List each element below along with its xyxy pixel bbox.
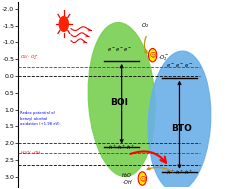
Text: $O_2$: $O_2$	[141, 21, 150, 30]
Text: $h^+$: $h^+$	[165, 168, 175, 177]
Text: $H_2O$: $H_2O$	[121, 171, 133, 180]
Text: $h^+$: $h^+$	[117, 143, 126, 152]
Text: $h^+$: $h^+$	[175, 168, 184, 177]
Text: $e^-$: $e^-$	[184, 63, 193, 70]
Text: ☺: ☺	[149, 53, 156, 59]
Text: ☺: ☺	[139, 176, 146, 182]
Ellipse shape	[148, 51, 211, 189]
Text: $O_2/\cdot O_2^-$: $O_2/\cdot O_2^-$	[20, 54, 39, 62]
Text: BOI: BOI	[111, 98, 128, 107]
Text: $e^-$: $e^-$	[115, 46, 124, 54]
Text: $\cdot OH$: $\cdot OH$	[122, 177, 133, 186]
Text: Redox potential of
benzyl alcohol
oxidation (+1.98 eV): Redox potential of benzyl alcohol oxidat…	[20, 111, 60, 126]
Text: $e^-$: $e^-$	[123, 46, 132, 54]
Circle shape	[148, 48, 157, 62]
Text: $e^-$: $e^-$	[107, 46, 116, 54]
Circle shape	[59, 16, 68, 31]
Text: $e^-$: $e^-$	[166, 63, 175, 70]
Circle shape	[138, 172, 146, 185]
Text: $h^+$: $h^+$	[126, 143, 136, 152]
Text: $h^+$: $h^+$	[108, 143, 117, 152]
Text: $e^-$: $e^-$	[175, 63, 184, 70]
Text: $\cdot O_2^-$: $\cdot O_2^-$	[158, 54, 169, 63]
Ellipse shape	[88, 23, 155, 177]
Text: $h^+$: $h^+$	[184, 168, 193, 177]
Text: BTO: BTO	[171, 124, 192, 133]
Text: $H_2O/\cdot OH$: $H_2O/\cdot OH$	[20, 150, 42, 157]
